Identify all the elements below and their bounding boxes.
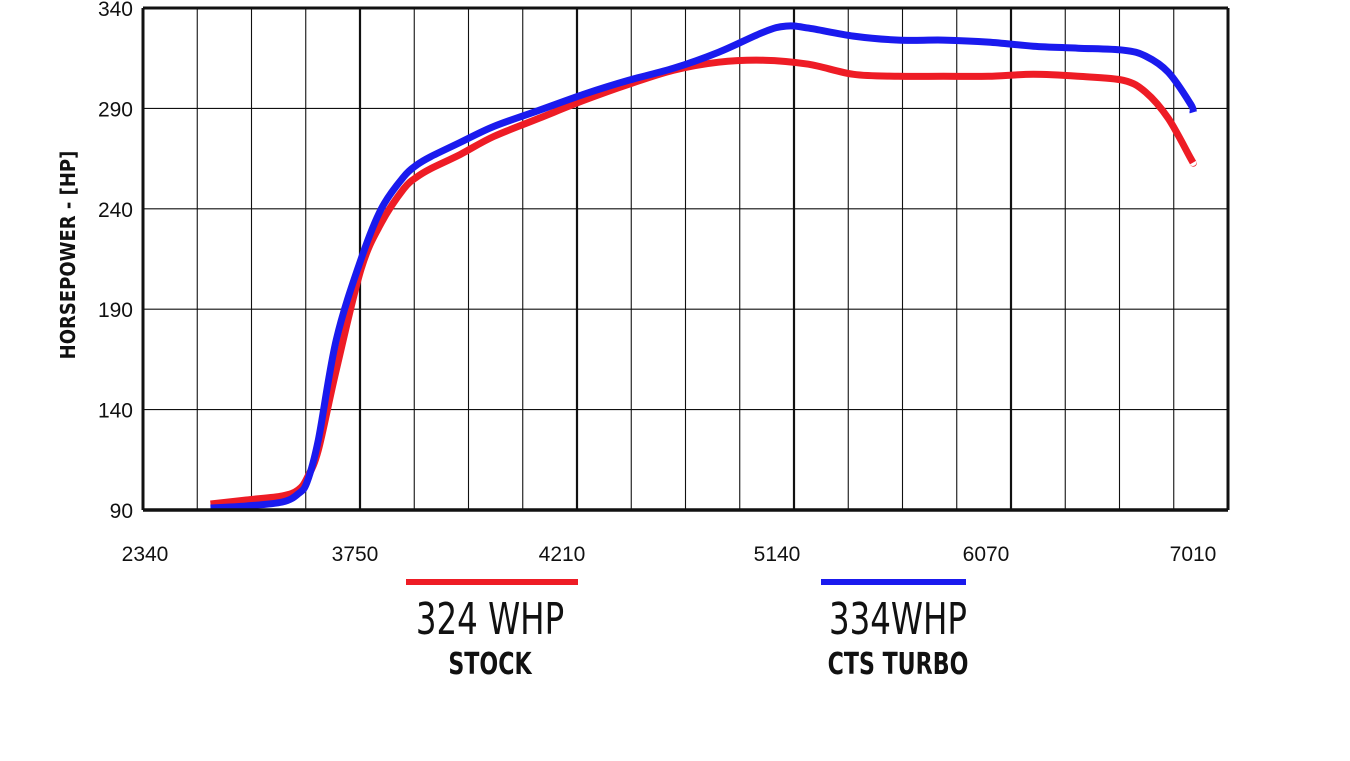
y-tick-label: 290: [98, 98, 133, 121]
legend-line-cts-turbo: [821, 579, 966, 585]
y-tick-label: 340: [98, 0, 133, 21]
series-line-stock: [210, 56, 1197, 508]
x-tick-label: 7010: [1170, 543, 1217, 566]
legend-value-cts-turbo: 334WHP: [828, 594, 968, 645]
plot-frame: [141, 6, 1230, 512]
legend-label-stock: STOCK: [448, 647, 532, 682]
legend-line-stock: [406, 579, 578, 585]
x-tick-label: 2340: [122, 543, 169, 566]
legend-label-cts-turbo: CTS TURBO: [827, 647, 969, 682]
legend-value-stock: 324 WHP: [415, 594, 565, 645]
series-line-cts-turbo: [210, 22, 1197, 512]
grid: [143, 8, 1228, 510]
x-tick-label: 6070: [963, 543, 1010, 566]
x-tick-label: 5140: [754, 543, 801, 566]
x-tick-label: 3750: [332, 543, 379, 566]
y-tick-label: 140: [98, 400, 133, 423]
y-tick-label: 190: [98, 299, 133, 322]
y-tick-label: 240: [98, 199, 133, 222]
tick-labels: 90 140 190 240 290 340 2340 3750 4210 5140 6070 701…: [98, 0, 1216, 566]
y-axis-label: HORSEPOWER - [HP]: [56, 151, 80, 360]
series-lines: [210, 22, 1197, 512]
x-tick-label: 4210: [539, 543, 586, 566]
y-tick-label: 90: [110, 500, 133, 523]
